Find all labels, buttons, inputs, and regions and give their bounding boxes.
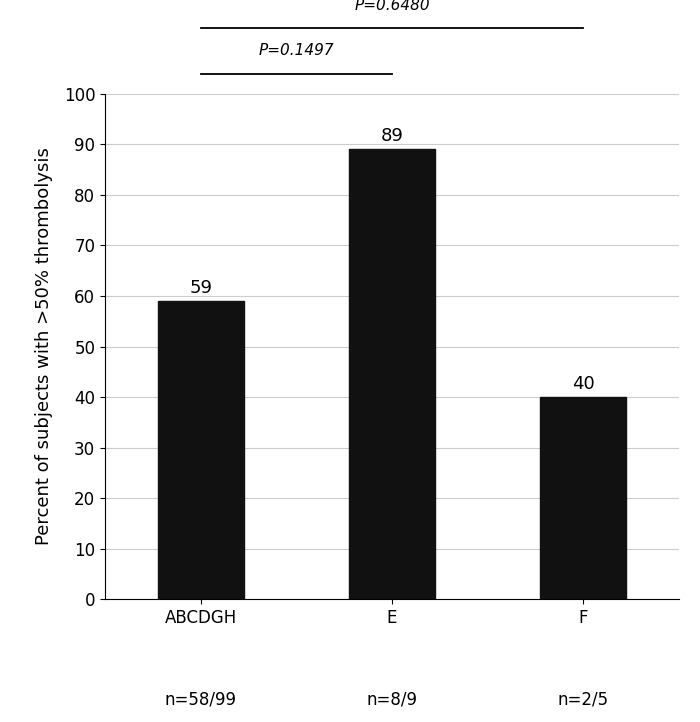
Text: 89: 89 (381, 127, 403, 145)
Text: 40: 40 (572, 375, 595, 393)
Text: P=0.6480: P=0.6480 (354, 0, 430, 13)
Y-axis label: Percent of subjects with >50% thrombolysis: Percent of subjects with >50% thrombolys… (34, 147, 52, 546)
Bar (349, 149, 435, 599)
Text: 59: 59 (189, 279, 212, 297)
Text: n=8/9: n=8/9 (367, 690, 417, 708)
Bar (540, 397, 626, 599)
Text: n=58/99: n=58/99 (164, 690, 237, 708)
Text: n=2/5: n=2/5 (558, 690, 609, 708)
Bar (158, 301, 244, 599)
Text: P=0.1497: P=0.1497 (258, 43, 334, 58)
